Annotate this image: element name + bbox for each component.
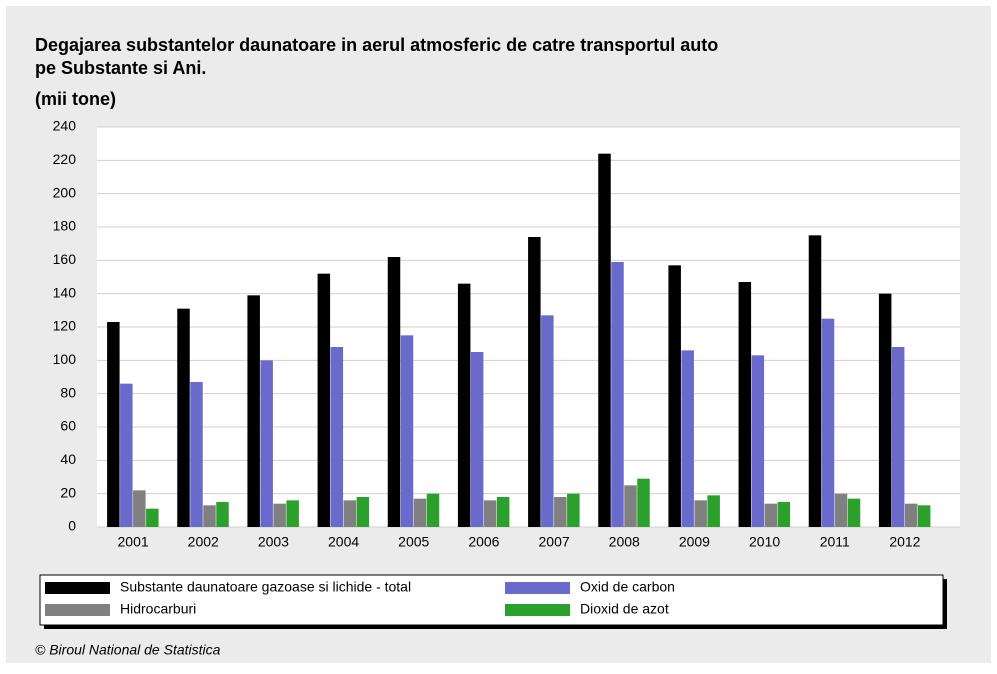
y-tick-label: 200: [53, 184, 77, 200]
bar: [457, 283, 471, 527]
y-tick-label: 180: [53, 218, 77, 234]
x-tick-label: 2002: [188, 534, 219, 550]
bar: [624, 485, 637, 527]
y-tick-label: 140: [53, 284, 77, 300]
x-tick-label: 2005: [398, 534, 429, 550]
bar: [120, 383, 133, 527]
bar: [611, 262, 624, 527]
bar: [317, 273, 331, 527]
bar: [777, 502, 791, 527]
y-tick-label: 40: [60, 451, 76, 467]
bar: [146, 508, 159, 527]
bar: [286, 500, 299, 527]
x-tick-label: 2007: [539, 534, 570, 550]
x-tick-label: 2008: [609, 534, 640, 550]
bar: [707, 495, 720, 527]
legend-swatch: [45, 604, 110, 616]
bar: [637, 478, 650, 527]
bar: [917, 505, 931, 527]
bar: [413, 498, 427, 527]
bar: [528, 237, 541, 527]
y-tick-label: 160: [53, 251, 77, 267]
bar: [821, 318, 835, 527]
bar: [541, 315, 554, 527]
bar: [356, 497, 370, 527]
bar: [694, 500, 707, 527]
bar: [387, 257, 401, 527]
bar: [400, 335, 414, 527]
y-tick-label: 240: [53, 118, 77, 134]
y-tick-label: 220: [53, 151, 77, 167]
bar: [470, 352, 484, 527]
bar: [751, 355, 765, 527]
bar: [203, 505, 216, 527]
x-tick-label: 2001: [118, 534, 149, 550]
y-tick-label: 60: [60, 418, 76, 434]
bar: [738, 282, 752, 527]
y-tick-label: 20: [60, 484, 76, 500]
legend-swatch: [505, 582, 570, 594]
bar: [216, 502, 229, 527]
y-tick-label: 0: [68, 518, 76, 534]
chart-subtitle: (mii tone): [35, 89, 116, 109]
bar: [247, 295, 260, 527]
bar: [878, 293, 892, 527]
bar: [764, 503, 778, 527]
bar: [483, 500, 497, 527]
bar: [891, 347, 905, 527]
bar: [133, 490, 146, 527]
bar: [260, 360, 273, 527]
x-tick-label: 2003: [258, 534, 289, 550]
chart-title: Degajarea substantelor daunatoare in aer…: [35, 35, 718, 55]
bar: [190, 382, 203, 527]
bar: [177, 308, 190, 527]
bar: [847, 498, 861, 527]
bar: [567, 493, 580, 527]
bar: [496, 497, 510, 527]
legend-label: Oxid de carbon: [580, 579, 675, 595]
bar: [598, 153, 611, 527]
y-tick-label: 120: [53, 318, 77, 334]
legend-label: Dioxid de azot: [580, 601, 669, 617]
legend-label: Substante daunatoare gazoase si lichide …: [120, 579, 411, 595]
source: © Biroul National de Statistica: [35, 642, 221, 658]
bar: [904, 503, 918, 527]
bar: [426, 493, 440, 527]
chart-title: pe Substante si Ani.: [35, 58, 206, 78]
legend: [39, 574, 944, 626]
bar: [107, 322, 120, 527]
bar: [808, 235, 822, 528]
legend-swatch: [505, 604, 570, 616]
x-tick-label: 2010: [749, 534, 780, 550]
bar: [343, 500, 357, 527]
x-tick-label: 2009: [679, 534, 710, 550]
bar: [834, 493, 848, 527]
bar: [330, 347, 344, 527]
x-tick-label: 2006: [468, 534, 499, 550]
bar: [273, 503, 286, 527]
x-tick-label: 2011: [820, 534, 850, 550]
legend-swatch: [45, 582, 110, 594]
legend-label: Hidrocarburi: [120, 601, 196, 617]
x-tick-label: 2012: [889, 534, 920, 550]
bar: [554, 497, 567, 527]
x-tick-label: 2004: [328, 534, 359, 550]
y-tick-label: 80: [60, 384, 76, 400]
bar: [668, 265, 681, 527]
y-tick-label: 100: [53, 351, 77, 367]
bar: [681, 350, 694, 527]
